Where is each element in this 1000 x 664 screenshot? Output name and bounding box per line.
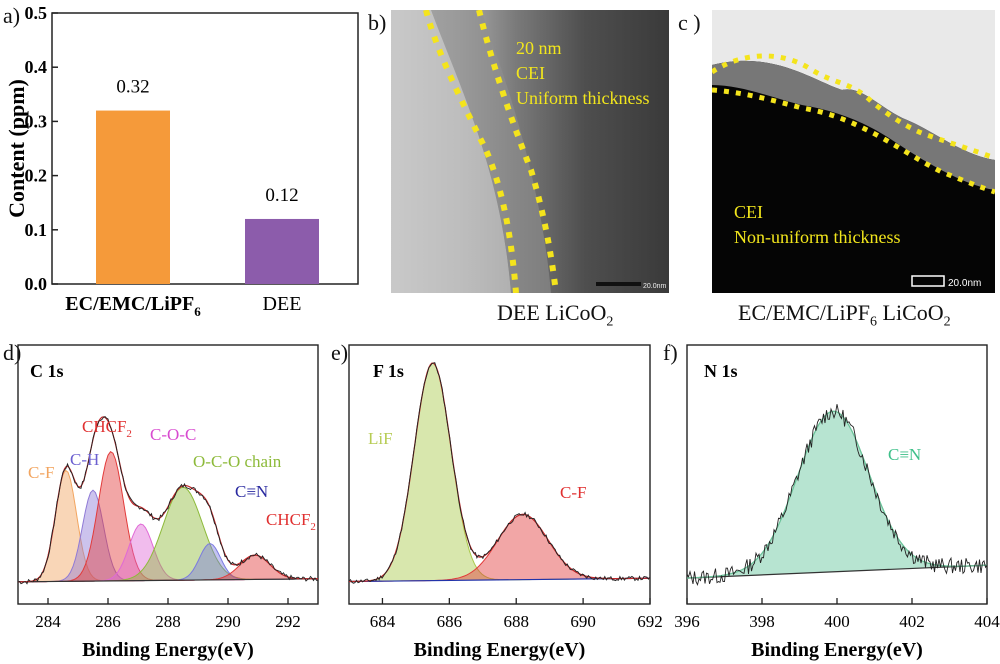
x-tick-label: 684 [370, 612, 396, 631]
x-tick-label: 690 [570, 612, 596, 631]
peak-fill [18, 451, 318, 582]
x-tick-label: 686 [437, 612, 463, 631]
tem-c-annotation: CEI Non-uniform thickness [734, 200, 900, 250]
bar [96, 110, 170, 284]
panel-label-a: a) [3, 3, 21, 28]
peak-fill [349, 514, 650, 582]
tem-image-ec-emc-lipf6: 20.0nm CEI Non-uniform thickness [712, 10, 995, 293]
peak-label: C≡N [235, 482, 268, 501]
raw-spectrum [17, 416, 319, 585]
peak-fill [18, 487, 318, 582]
x-tick-label: 284 [35, 612, 61, 631]
x-tick-label: 290 [215, 612, 241, 631]
x-tick-label: 400 [824, 612, 850, 631]
peak-label: C-F [560, 483, 586, 502]
x-tick-label: 292 [275, 612, 301, 631]
x-tick-label: 402 [899, 612, 925, 631]
scale-label-b: 20.0nm [643, 283, 667, 290]
peak-label: C-F [28, 463, 54, 482]
peak-fill [18, 490, 318, 582]
raw-spectrum [348, 362, 651, 584]
bar [245, 218, 319, 284]
spectrum-title: C 1s [30, 361, 64, 381]
x-axis-label: Binding Energy(eV) [414, 639, 586, 661]
x-category-label: DEE [263, 293, 302, 315]
spectrum-title: N 1s [704, 361, 738, 381]
peak-label: O-C-O chain [193, 452, 282, 471]
y-tick-label: 0.5 [25, 3, 48, 23]
x-tick-label: 286 [95, 612, 121, 631]
caption-dee-licoo2: DEE LiCoO2 [497, 300, 614, 330]
bar-chart: 0.0 0.1 0.2 0.3 0.4 0.5 Content (ppm) 0.32 EC/EM… [4, 3, 359, 319]
peak-label: C-O-C [150, 425, 196, 444]
x-axis-label: Binding Energy(eV) [82, 639, 254, 661]
tem-b-line-2: CEI [516, 63, 545, 83]
bar-value-label: 0.12 [265, 185, 298, 206]
raw-spectrum [686, 404, 988, 586]
x-tick-label: 404 [974, 612, 1000, 631]
y-axis-label: Content (ppm) [4, 79, 29, 218]
panel-label-c: c ) [678, 10, 701, 35]
peak-label: C-H [70, 450, 99, 469]
peak-label: LiF [368, 429, 393, 448]
peak-label: CHCF2 [82, 417, 132, 440]
scale-label-c: 20.0nm [948, 278, 981, 289]
x-tick-label: 396 [674, 612, 700, 631]
tem-b-line-1: 20 nm [516, 38, 562, 58]
spectrum-title: F 1s [373, 361, 404, 381]
xps-panel-f: 396 398 400 402 404 Binding Energy(eV) N 1s C≡N [674, 344, 1000, 661]
y-tick-label: 0.1 [25, 220, 48, 240]
y-tick-label: 0.2 [25, 166, 48, 186]
panel-label-b: b) [368, 10, 387, 35]
panel-label-e: e) [331, 340, 349, 365]
panel-label-f: f) [663, 340, 678, 365]
baseline [348, 577, 651, 583]
y-tick-label: 0.0 [25, 274, 48, 294]
peak-label: C≡N [888, 445, 921, 464]
tem-b-annotation: 20 nm CEI Uniform thickness [516, 36, 649, 111]
bar-value-label: 0.32 [116, 77, 149, 98]
tem-image-dee: 20.0nm 20 nm CEI Uniform thickness [391, 10, 669, 293]
tem-c-line-1: CEI [734, 202, 763, 222]
peak-label: CHCF2 [266, 510, 316, 533]
panel-label-d: d) [3, 340, 22, 365]
peak-fill [687, 411, 987, 579]
baseline [17, 578, 319, 583]
x-tick-label: 688 [503, 612, 529, 631]
xps-panel-e: 684 686 688 690 692 Binding Energy(eV) F 1s LiF… [348, 344, 663, 661]
x-tick-label: 288 [155, 612, 181, 631]
plot-frame [51, 12, 359, 285]
plot-frame [348, 344, 651, 605]
peak-fill [349, 363, 650, 582]
xps-panel-d: 284 286 288 290 292 Binding Energy(eV) C 1s C-F… [17, 344, 319, 661]
tem-b-line-3: Uniform thickness [516, 88, 650, 108]
caption-ec-emc-lipf6-licoo2: EC/EMC/LiPF6 LiCoO2 [738, 300, 951, 330]
tem-c-line-2: Non-uniform thickness [734, 227, 901, 247]
x-axis-label: Binding Energy(eV) [751, 639, 923, 661]
x-category-label: EC/EMC/LiPF6 [65, 293, 201, 319]
y-tick-label: 0.3 [25, 111, 48, 131]
x-tick-label: 692 [637, 612, 663, 631]
y-tick-label: 0.4 [25, 57, 48, 77]
peak-fill [18, 555, 318, 582]
x-tick-label: 398 [749, 612, 775, 631]
